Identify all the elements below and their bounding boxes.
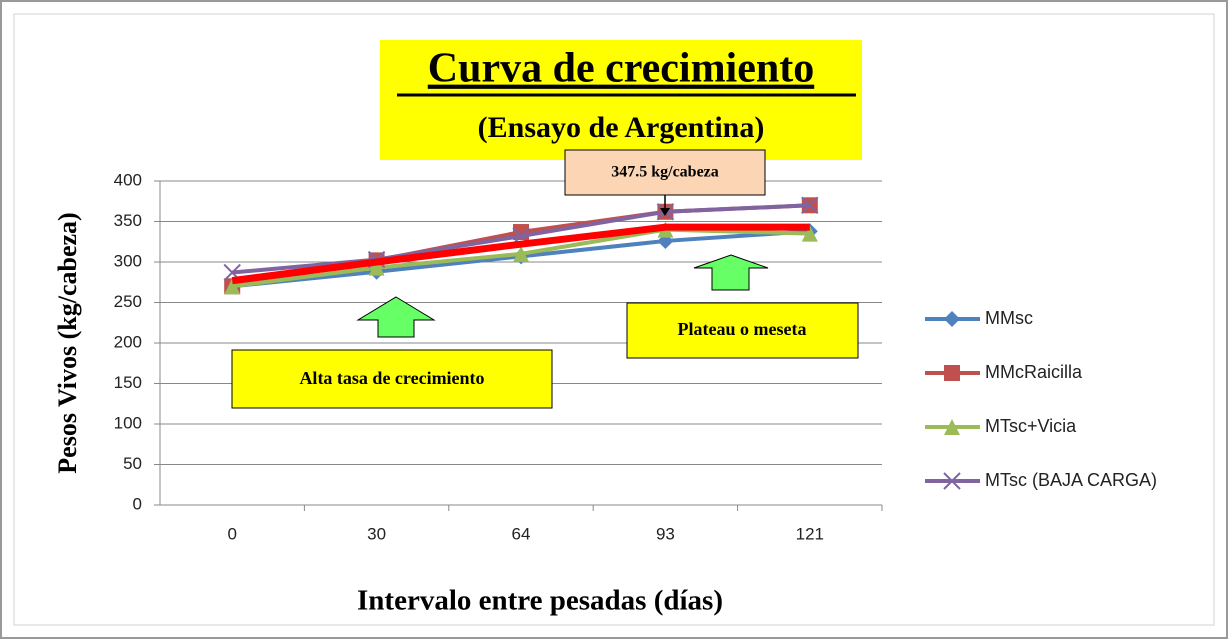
y-tick-label: 300: [114, 251, 142, 270]
annotations: 347.5 kg/cabeza Alta tasa de crecimiento…: [231, 149, 859, 409]
annotation-box: [626, 302, 859, 359]
marker: [368, 259, 385, 276]
x-tick-label: 0: [227, 524, 236, 543]
title-box: [380, 40, 862, 160]
marker: [513, 245, 529, 262]
plot: 0 50 100 150 200 250 300 350 400 0 30 64 93 121: [114, 170, 883, 543]
marker: [801, 225, 818, 242]
legend-label: MMcRaicilla: [985, 362, 1083, 382]
y-axis-label: Pesos Vivos (kg/cabeza): [53, 212, 82, 473]
marker: [944, 311, 960, 327]
marker: [801, 196, 819, 215]
marker: [944, 419, 960, 435]
marker: [943, 472, 961, 490]
y-tick-label: 400: [114, 170, 142, 189]
y-tick-label: 350: [114, 211, 142, 230]
x-tick-label: 93: [656, 524, 675, 543]
x-tick-label: 30: [367, 524, 386, 543]
marker: [944, 365, 960, 381]
arrow-head: [660, 208, 670, 216]
y-tick-label: 0: [133, 494, 142, 513]
y-tick-label: 200: [114, 332, 142, 351]
chart-subtitle: (Ensayo de Argentina): [478, 111, 765, 144]
y-tick-label: 150: [114, 373, 142, 392]
legend: MMsc MMcRaicilla MTsc+Vicia MTsc (BAJA CARG…: [925, 308, 1157, 490]
y-tick-label: 100: [114, 413, 142, 432]
annotation-box: [564, 149, 766, 196]
legend-label: MTsc+Vicia: [985, 416, 1077, 436]
x-axis-label: Intervalo entre pesadas (días): [357, 585, 723, 617]
legend-label: MTsc (BAJA CARGA): [985, 470, 1157, 490]
up-arrow: [356, 296, 436, 338]
x-tick-label: 121: [796, 524, 824, 543]
x-tick-label: 64: [512, 524, 531, 543]
legend-label: MMsc: [985, 308, 1033, 328]
chart-title: Curva de crecimiento: [428, 46, 814, 92]
up-arrow: [693, 254, 769, 291]
annotation: Alta tasa de crecimiento: [299, 368, 484, 388]
trend-line: [231, 223, 810, 285]
annotation: 347.5 kg/cabeza: [611, 164, 719, 181]
annotation-box: [231, 349, 553, 409]
annotation: Plateau o meseta: [678, 319, 807, 339]
marker: [224, 278, 241, 295]
y-tick-label: 50: [123, 454, 142, 473]
y-tick-label: 250: [114, 292, 142, 311]
